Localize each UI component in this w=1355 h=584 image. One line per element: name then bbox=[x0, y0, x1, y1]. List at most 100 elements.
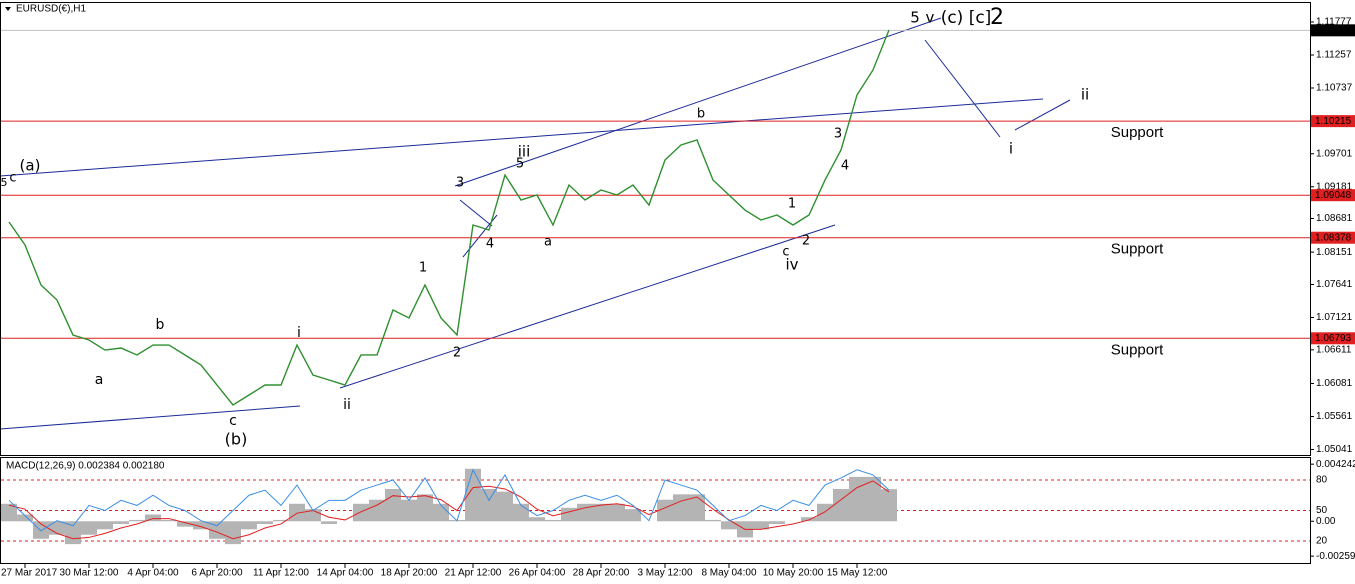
support-label: Support bbox=[1111, 124, 1164, 141]
wave-label: 5 bbox=[910, 9, 920, 27]
wave-label: i bbox=[1009, 140, 1013, 158]
y-tick-label: 1.11777 bbox=[1316, 17, 1352, 28]
macd-bar bbox=[49, 521, 65, 535]
wave-label: b bbox=[697, 107, 705, 122]
price-line bbox=[8, 29, 890, 406]
macd-bar bbox=[865, 476, 881, 522]
x-tick-label: 28 Apr 20:00 bbox=[573, 568, 630, 579]
wave-label: 1 bbox=[419, 261, 427, 276]
macd-bar bbox=[513, 503, 529, 522]
wave-label: v bbox=[926, 9, 935, 27]
chart-title: EURUSD(€),H1 bbox=[16, 4, 86, 15]
x-tick-label: 10 May 20:00 bbox=[763, 568, 824, 579]
macd-bar bbox=[81, 521, 97, 535]
macd-bar bbox=[17, 514, 33, 522]
trend-line bbox=[454, 17, 942, 187]
wave-label: 2 bbox=[802, 234, 810, 249]
macd-bar bbox=[721, 521, 737, 530]
macd-bar bbox=[529, 517, 545, 522]
level-label: 1.09048 bbox=[1315, 190, 1352, 201]
y-tick-label: 1.08681 bbox=[1316, 213, 1353, 224]
wave-label: 4 bbox=[841, 159, 849, 174]
price-panel-frame bbox=[0, 2, 1311, 456]
y-tick-label: 1.10737 bbox=[1316, 83, 1353, 94]
wave-label: 2 bbox=[990, 5, 1004, 30]
wave-label: 5 bbox=[1, 176, 8, 189]
macd-bar bbox=[129, 519, 145, 522]
macd-bar bbox=[577, 503, 593, 522]
wave-label: 3 bbox=[456, 176, 464, 191]
x-tick-label: 11 Apr 12:00 bbox=[253, 568, 309, 579]
macd-bar bbox=[209, 521, 225, 539]
macd-bar bbox=[561, 507, 577, 522]
y-tick-label: 1.08151 bbox=[1316, 247, 1353, 258]
wave-label: (a) bbox=[20, 157, 41, 175]
macd-bar bbox=[497, 491, 513, 522]
macd-bar bbox=[145, 514, 161, 522]
level-label-box bbox=[1311, 231, 1355, 244]
x-tick-label: 6 Apr 20:00 bbox=[191, 568, 243, 579]
signal-line bbox=[8, 480, 890, 540]
x-tick-label: 21 Apr 12:00 bbox=[445, 568, 502, 579]
wave-label: 4 bbox=[486, 237, 494, 252]
level-label-box bbox=[1311, 332, 1355, 345]
y-tick-label: 1.11257 bbox=[1316, 50, 1352, 61]
macd-bar bbox=[433, 503, 449, 522]
x-tick-label: 4 Apr 04:00 bbox=[127, 568, 179, 579]
wave-label: a bbox=[544, 235, 552, 250]
support-label: Support bbox=[1111, 341, 1164, 358]
y2-tick-label: 80 bbox=[1316, 475, 1328, 486]
wave-label: iii bbox=[518, 143, 531, 161]
x-tick-label: 14 Apr 04:00 bbox=[317, 568, 374, 579]
macd-bar bbox=[241, 521, 257, 530]
level-label: 1.08378 bbox=[1315, 232, 1352, 243]
macd-bar bbox=[65, 521, 81, 545]
macd-bar bbox=[257, 521, 273, 524]
y-tick-label: 1.09701 bbox=[1316, 148, 1353, 159]
macd-bar bbox=[161, 519, 177, 522]
macd-bar bbox=[225, 521, 241, 545]
macd-bar bbox=[481, 488, 497, 522]
macd-bar bbox=[273, 519, 289, 522]
indicator-title: MACD(12,26,9) 0.002384 0.002180 bbox=[6, 461, 165, 472]
indicator-panel-frame bbox=[0, 457, 1311, 564]
support-label: Support bbox=[1111, 241, 1164, 258]
macd-bar bbox=[849, 476, 865, 522]
trend-line bbox=[339, 224, 836, 389]
wave-label: 3 bbox=[834, 127, 842, 142]
wave-label: (b) bbox=[225, 430, 248, 449]
macd-bar bbox=[833, 488, 849, 522]
wave-label: b bbox=[156, 317, 165, 333]
x-tick-label: 30 Mar 12:00 bbox=[60, 568, 119, 579]
menu-triangle bbox=[5, 7, 11, 11]
y2-tick-label: 20 bbox=[1316, 536, 1328, 547]
y-tick-label: -0.00259 bbox=[1316, 551, 1355, 562]
current-price-label: 1.11646 bbox=[1315, 25, 1351, 36]
x-tick-label: 26 Apr 04:00 bbox=[509, 568, 566, 579]
macd-bar bbox=[769, 521, 785, 524]
level-label-box bbox=[1311, 115, 1355, 128]
y-tick-label: 1.07121 bbox=[1316, 312, 1353, 323]
y-tick-label: 1.09181 bbox=[1316, 181, 1353, 192]
x-tick-label: 3 May 12:00 bbox=[637, 568, 692, 579]
macd-bar bbox=[689, 494, 705, 522]
macd-bar bbox=[801, 517, 817, 522]
trend-line bbox=[0, 405, 301, 430]
wave-label: i bbox=[297, 325, 301, 341]
projection-line bbox=[1014, 99, 1071, 131]
wave-label: c bbox=[229, 413, 237, 429]
x-tick-label: 18 Apr 20:00 bbox=[381, 568, 438, 579]
macd-bar bbox=[353, 503, 369, 522]
macd-bar bbox=[1, 503, 17, 522]
macd-bar bbox=[113, 521, 129, 524]
trend-line bbox=[0, 98, 1044, 177]
macd-bar bbox=[609, 503, 625, 522]
macd-bar bbox=[753, 521, 769, 530]
wave-label: [c] bbox=[969, 8, 992, 28]
macd-bar bbox=[817, 503, 833, 522]
macd-bar bbox=[593, 503, 609, 522]
macd-bar bbox=[369, 499, 385, 522]
wave-label: c bbox=[782, 245, 789, 260]
